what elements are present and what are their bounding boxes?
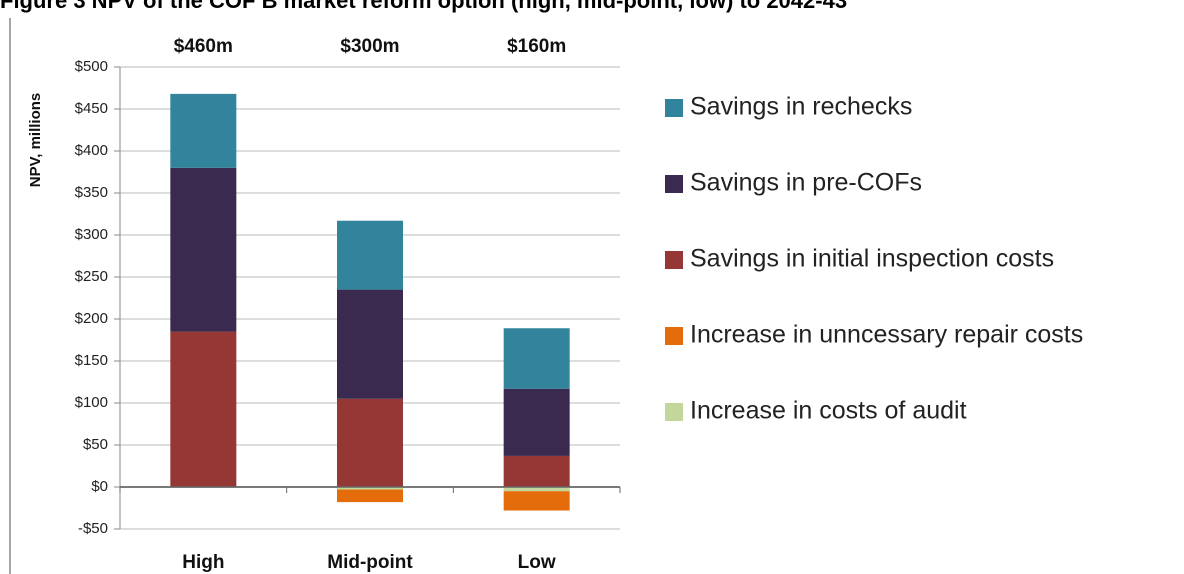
bar-annotation: $300m [340, 36, 399, 57]
y-axis-label: NPV, millions [27, 93, 44, 187]
legend-label: Savings in rechecks [690, 93, 912, 121]
legend-label: Increase in costs of audit [690, 397, 967, 425]
y-tick-label: $300 [75, 226, 108, 243]
bar-segment [337, 487, 403, 490]
x-tick-label: Low [518, 552, 556, 573]
bar-segment [337, 220, 403, 290]
bar-annotation: $460m [174, 36, 233, 57]
bar-segment [337, 398, 403, 487]
y-tick-label: $350 [75, 184, 108, 201]
bar-segment [503, 328, 570, 389]
legend-label: Increase in unncessary repair costs [690, 321, 1083, 349]
bar-segment [170, 93, 237, 168]
bar-segment [503, 491, 570, 511]
bar-segment [503, 388, 570, 456]
legend-swatch [665, 175, 683, 193]
y-tick-label: $500 [75, 58, 108, 75]
chart-title: Figure 3 NPV of the COF B market reform … [0, 0, 847, 13]
y-tick-label: $100 [75, 394, 108, 411]
y-tick-label: $50 [83, 436, 108, 453]
y-tick-label: $400 [75, 142, 108, 159]
x-tick-label: Mid-point [327, 552, 413, 573]
y-tick-label: -$50 [78, 520, 108, 537]
y-tick-label: $250 [75, 268, 108, 285]
legend-swatch [665, 251, 683, 269]
y-tick-label: $150 [75, 352, 108, 369]
bar-segment [503, 455, 570, 487]
legend-label: Savings in initial inspection costs [690, 245, 1054, 273]
y-tick-label: $0 [91, 478, 108, 495]
bar-segment [503, 487, 570, 492]
legend-label: Savings in pre-COFs [690, 169, 922, 197]
legend-swatch [665, 327, 683, 345]
bar-segment [170, 167, 237, 332]
bar-segment [337, 289, 403, 399]
legend-swatch [665, 99, 683, 117]
y-tick-label: $200 [75, 310, 108, 327]
x-tick-label: High [182, 552, 224, 573]
legend-swatch [665, 403, 683, 421]
y-tick-label: $450 [75, 100, 108, 117]
bar-segment [337, 489, 403, 503]
bar-segment [170, 331, 237, 487]
bar-annotation: $160m [507, 36, 566, 57]
